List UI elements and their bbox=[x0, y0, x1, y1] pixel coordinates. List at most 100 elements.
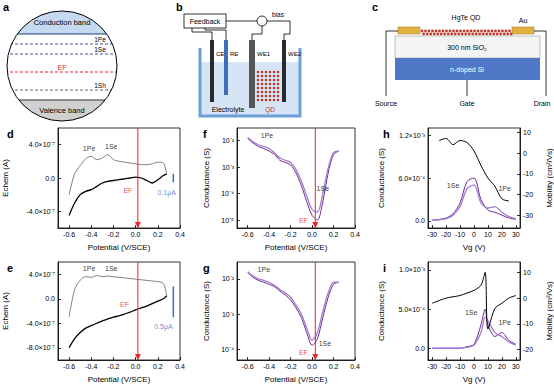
svg-text:Mobility (cm²/Vs): Mobility (cm²/Vs) bbox=[545, 148, 554, 208]
svg-text:Gate: Gate bbox=[459, 100, 474, 107]
svg-text:20: 20 bbox=[498, 363, 506, 370]
svg-text:CE: CE bbox=[216, 51, 224, 57]
svg-text:1Se: 1Se bbox=[319, 340, 332, 347]
svg-text:-10: -10 bbox=[523, 320, 533, 327]
svg-text:0.2: 0.2 bbox=[153, 363, 163, 370]
svg-text:Vg (V): Vg (V) bbox=[463, 243, 486, 252]
svg-text:Conduction band: Conduction band bbox=[34, 18, 91, 27]
svg-text:-30: -30 bbox=[427, 363, 437, 370]
svg-text:-20: -20 bbox=[523, 346, 533, 353]
svg-text:-10: -10 bbox=[455, 363, 465, 370]
svg-text:1.0×10⁻³: 1.0×10⁻³ bbox=[399, 266, 426, 273]
svg-text:1Pe: 1Pe bbox=[83, 265, 96, 272]
svg-text:0.5μA: 0.5μA bbox=[154, 323, 173, 331]
svg-text:-4.0×10⁻⁷: -4.0×10⁻⁷ bbox=[27, 208, 56, 215]
svg-text:6.0×10⁻⁴: 6.0×10⁻⁴ bbox=[398, 175, 425, 182]
svg-text:0.0: 0.0 bbox=[415, 345, 425, 352]
svg-text:-0.4: -0.4 bbox=[263, 231, 275, 238]
svg-text:1Pe: 1Pe bbox=[498, 185, 511, 192]
svg-text:0.4: 0.4 bbox=[350, 231, 360, 238]
svg-text:Potential (V/SCE): Potential (V/SCE) bbox=[265, 243, 328, 252]
svg-text:-4.0×10⁻⁷: -4.0×10⁻⁷ bbox=[27, 320, 56, 327]
svg-text:20: 20 bbox=[498, 231, 506, 238]
svg-text:10⁻³: 10⁻³ bbox=[222, 164, 235, 171]
svg-text:Conductance (S): Conductance (S) bbox=[377, 148, 386, 208]
svg-text:-20: -20 bbox=[441, 363, 451, 370]
svg-text:-0.2: -0.2 bbox=[285, 363, 297, 370]
svg-text:d: d bbox=[7, 128, 14, 140]
svg-text:10⁻⁴: 10⁻⁴ bbox=[221, 190, 234, 197]
svg-text:1Pe: 1Pe bbox=[261, 132, 274, 139]
svg-text:a: a bbox=[3, 1, 10, 13]
svg-text:EF: EF bbox=[123, 187, 132, 194]
svg-text:10⁻³: 10⁻³ bbox=[222, 311, 235, 318]
svg-text:-20: -20 bbox=[523, 191, 533, 198]
svg-text:WE1: WE1 bbox=[257, 51, 271, 57]
svg-text:EF: EF bbox=[120, 301, 129, 308]
svg-text:1Se: 1Se bbox=[447, 182, 460, 189]
svg-text:Drain: Drain bbox=[534, 100, 551, 107]
svg-text:1Sh: 1Sh bbox=[94, 82, 106, 89]
svg-text:b: b bbox=[176, 1, 183, 13]
svg-text:g: g bbox=[203, 262, 210, 274]
svg-text:Feedback: Feedback bbox=[190, 18, 221, 25]
svg-text:-0.6: -0.6 bbox=[242, 363, 254, 370]
svg-text:e: e bbox=[7, 262, 13, 274]
svg-text:-20: -20 bbox=[441, 231, 451, 238]
svg-text:1Se: 1Se bbox=[105, 143, 118, 150]
svg-text:Conductance (S): Conductance (S) bbox=[202, 148, 211, 208]
svg-text:10⁻²: 10⁻² bbox=[222, 137, 235, 144]
svg-text:0: 0 bbox=[472, 363, 476, 370]
svg-text:10: 10 bbox=[484, 363, 492, 370]
svg-text:QD: QD bbox=[265, 106, 275, 114]
svg-text:0.0: 0.0 bbox=[131, 363, 141, 370]
svg-text:300 nm SiO₂: 300 nm SiO₂ bbox=[447, 44, 487, 51]
svg-text:Mobility (cm²/Vs): Mobility (cm²/Vs) bbox=[545, 281, 554, 341]
svg-text:0.0: 0.0 bbox=[415, 217, 425, 224]
svg-text:-0.4: -0.4 bbox=[85, 363, 97, 370]
svg-text:-10: -10 bbox=[523, 170, 533, 177]
svg-text:10⁻⁵: 10⁻⁵ bbox=[221, 217, 234, 224]
svg-text:0: 0 bbox=[523, 295, 527, 302]
svg-text:WE2: WE2 bbox=[288, 51, 302, 57]
svg-text:EF: EF bbox=[299, 349, 308, 356]
svg-text:1Se: 1Se bbox=[465, 309, 478, 316]
svg-text:Valence band: Valence band bbox=[39, 106, 84, 115]
svg-text:0.0: 0.0 bbox=[307, 363, 317, 370]
svg-text:1Se: 1Se bbox=[317, 185, 330, 192]
svg-text:-0.6: -0.6 bbox=[242, 231, 254, 238]
svg-text:i: i bbox=[383, 262, 386, 274]
svg-text:10: 10 bbox=[523, 129, 531, 136]
svg-text:1Pe: 1Pe bbox=[498, 319, 511, 326]
svg-text:0: 0 bbox=[472, 231, 476, 238]
svg-text:Echem (A): Echem (A) bbox=[1, 159, 10, 197]
svg-text:-0.2: -0.2 bbox=[285, 231, 297, 238]
svg-text:4.0×10⁻⁷: 4.0×10⁻⁷ bbox=[29, 271, 56, 278]
svg-text:0.4: 0.4 bbox=[350, 363, 360, 370]
svg-text:10: 10 bbox=[484, 231, 492, 238]
svg-text:1Se: 1Se bbox=[94, 46, 106, 53]
svg-text:Vg (V): Vg (V) bbox=[463, 375, 486, 384]
svg-text:-0.2: -0.2 bbox=[107, 231, 119, 238]
svg-text:-10: -10 bbox=[455, 231, 465, 238]
svg-text:0: 0 bbox=[523, 150, 527, 157]
svg-text:0.2: 0.2 bbox=[329, 363, 339, 370]
svg-text:HgTe QD: HgTe QD bbox=[452, 14, 481, 22]
svg-text:c: c bbox=[372, 1, 378, 13]
svg-text:-30: -30 bbox=[523, 212, 533, 219]
svg-text:1.2×10⁻³: 1.2×10⁻³ bbox=[399, 132, 426, 139]
svg-text:Au: Au bbox=[519, 17, 528, 24]
svg-text:30: 30 bbox=[512, 363, 520, 370]
svg-text:4.0×10⁻⁷: 4.0×10⁻⁷ bbox=[29, 141, 56, 148]
svg-text:Potential (V/SCE): Potential (V/SCE) bbox=[88, 375, 151, 384]
svg-text:h: h bbox=[383, 128, 390, 140]
svg-text:0.2: 0.2 bbox=[329, 231, 339, 238]
svg-text:0.0: 0.0 bbox=[45, 175, 55, 182]
svg-text:Conductance (S): Conductance (S) bbox=[202, 281, 211, 341]
svg-text:-0.4: -0.4 bbox=[263, 363, 275, 370]
svg-text:30: 30 bbox=[512, 231, 520, 238]
svg-text:0.0: 0.0 bbox=[131, 231, 141, 238]
svg-text:1Se: 1Se bbox=[105, 265, 118, 272]
svg-text:Echem (A): Echem (A) bbox=[1, 292, 10, 330]
svg-text:n-doped Si: n-doped Si bbox=[450, 66, 484, 74]
